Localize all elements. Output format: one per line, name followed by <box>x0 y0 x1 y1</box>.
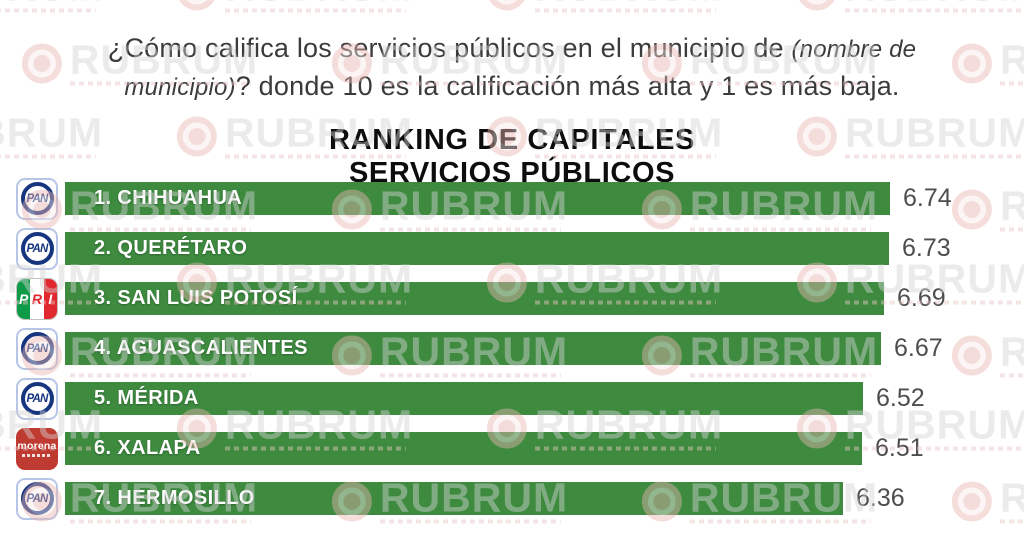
chart-title: RANKING DE CAPITALES SERVICIOS PÚBLICOS <box>0 124 1024 190</box>
pan-label: PAN <box>26 342 48 355</box>
pan-logo-icon: PAN <box>16 327 58 370</box>
bar-value: 6.73 <box>902 234 951 262</box>
pan-ring: PAN <box>20 382 54 415</box>
pri-stripe-green: P <box>17 278 31 319</box>
bar-chart: PAN 1. CHIHUAHUA 6.74 PAN 2. QUERÉTARO 6… <box>16 177 1024 532</box>
rubrum-circle-icon <box>796 0 837 10</box>
pan-logo-icon: PAN <box>16 177 58 220</box>
bar-xalapa: 6. XALAPA <box>65 432 862 465</box>
rubrum-watermark-text: RUBRUM <box>225 0 413 7</box>
rubrum-watermark-tagline <box>844 8 1024 13</box>
pan-logo-icon: PAN <box>16 477 58 520</box>
rubrum-watermark-text: RUBRUM <box>535 0 723 7</box>
bar-value: 6.67 <box>894 334 943 362</box>
rubrum-watermark-text: RUBRUM <box>999 36 1024 83</box>
rubrum-circle-icon <box>951 43 992 83</box>
question-text-start: ¿Cómo califica los servicios públicos en… <box>107 33 792 63</box>
bar-value: 6.52 <box>876 384 925 412</box>
bar-value: 6.74 <box>903 184 952 212</box>
pan-label: PAN <box>26 192 48 205</box>
pri-stripe-white: R <box>30 278 44 319</box>
bar-san-luis-potosi: 3. SAN LUIS POTOSÍ <box>65 282 884 315</box>
pri-stripe-red: I <box>43 278 57 319</box>
pri-letter: R <box>31 290 43 307</box>
bar-row-xalapa: morena 6. XALAPA 6.51 <box>16 427 1024 470</box>
pan-logo-icon: PAN <box>16 377 58 420</box>
bar-label: 1. CHIHUAHUA <box>94 187 243 209</box>
bar-label: 7. HERMOSILLO <box>94 487 255 509</box>
pan-ring: PAN <box>20 482 54 515</box>
bar-row-san-luis-potosi: P R I 3. SAN LUIS POTOSÍ 6.69 <box>16 277 1024 320</box>
rubrum-watermark-tagline <box>534 8 716 13</box>
bar-value: 6.69 <box>897 284 946 312</box>
bar-row-chihuahua: PAN 1. CHIHUAHUA 6.74 <box>16 177 1024 220</box>
pri-logo-icon: P R I <box>16 277 58 320</box>
pan-logo-icon: PAN <box>16 227 58 270</box>
bar-label: 2. QUERÉTARO <box>94 237 248 259</box>
bar-row-merida: PAN 5. MÉRIDA 6.52 <box>16 377 1024 420</box>
question-text-end: ? donde 10 es la calificación más alta y… <box>235 71 900 101</box>
bar-value: 6.51 <box>875 434 924 462</box>
survey-question: ¿Cómo califica los servicios públicos en… <box>72 30 952 106</box>
bar-hermosillo: 7. HERMOSILLO <box>65 482 843 515</box>
bar-merida: 5. MÉRIDA <box>65 382 863 415</box>
pan-label: PAN <box>26 392 48 405</box>
bar-chihuahua: 1. CHIHUAHUA <box>65 182 890 215</box>
rubrum-circle-icon <box>21 43 62 83</box>
rubrum-watermark: RUBRUM <box>951 36 1024 86</box>
rubrum-watermark-tagline <box>224 8 406 13</box>
bar-row-aguascalientes: PAN 4. AGUASCALIENTES 6.67 <box>16 327 1024 370</box>
pan-ring: PAN <box>20 332 54 365</box>
bar-label: 4. AGUASCALIENTES <box>94 337 308 359</box>
rubrum-watermark-text: RUBRUM <box>845 0 1024 7</box>
question-text-italic: (nombre de municipio) <box>124 36 917 101</box>
rubrum-watermark: RUBRUM <box>486 0 723 13</box>
bar-label: 5. MÉRIDA <box>94 387 199 409</box>
rubrum-watermark-tagline <box>999 81 1024 86</box>
rubrum-watermark: RUBRUM <box>0 0 103 13</box>
morena-logo-icon: morena <box>16 427 58 470</box>
pan-label: PAN <box>26 492 48 505</box>
bar-value: 6.36 <box>856 484 905 512</box>
bar-row-hermosillo: PAN 7. HERMOSILLO 6.36 <box>16 477 1024 520</box>
bar-queretaro: 2. QUERÉTARO <box>65 232 889 265</box>
pan-ring: PAN <box>20 182 54 215</box>
morena-tagline <box>22 454 52 457</box>
pri-letter: P <box>18 290 29 307</box>
pri-letter: I <box>48 290 53 307</box>
pan-ring: PAN <box>20 232 54 265</box>
rubrum-circle-icon <box>486 0 527 10</box>
rubrum-watermark-text: RUBRUM <box>0 0 103 7</box>
rubrum-watermark: RUBRUM <box>796 0 1024 13</box>
morena-label: morena <box>17 440 57 452</box>
pan-label: PAN <box>26 242 48 255</box>
rubrum-watermark-tagline <box>0 8 96 13</box>
bar-row-queretaro: PAN 2. QUERÉTARO 6.73 <box>16 227 1024 270</box>
chart-title-line1: RANKING DE CAPITALES <box>329 124 695 156</box>
bar-label: 3. SAN LUIS POTOSÍ <box>94 287 298 309</box>
bar-label: 6. XALAPA <box>94 437 201 459</box>
rubrum-circle-icon <box>176 0 217 10</box>
bar-aguascalientes: 4. AGUASCALIENTES <box>65 332 881 365</box>
rubrum-watermark: RUBRUM <box>176 0 413 13</box>
